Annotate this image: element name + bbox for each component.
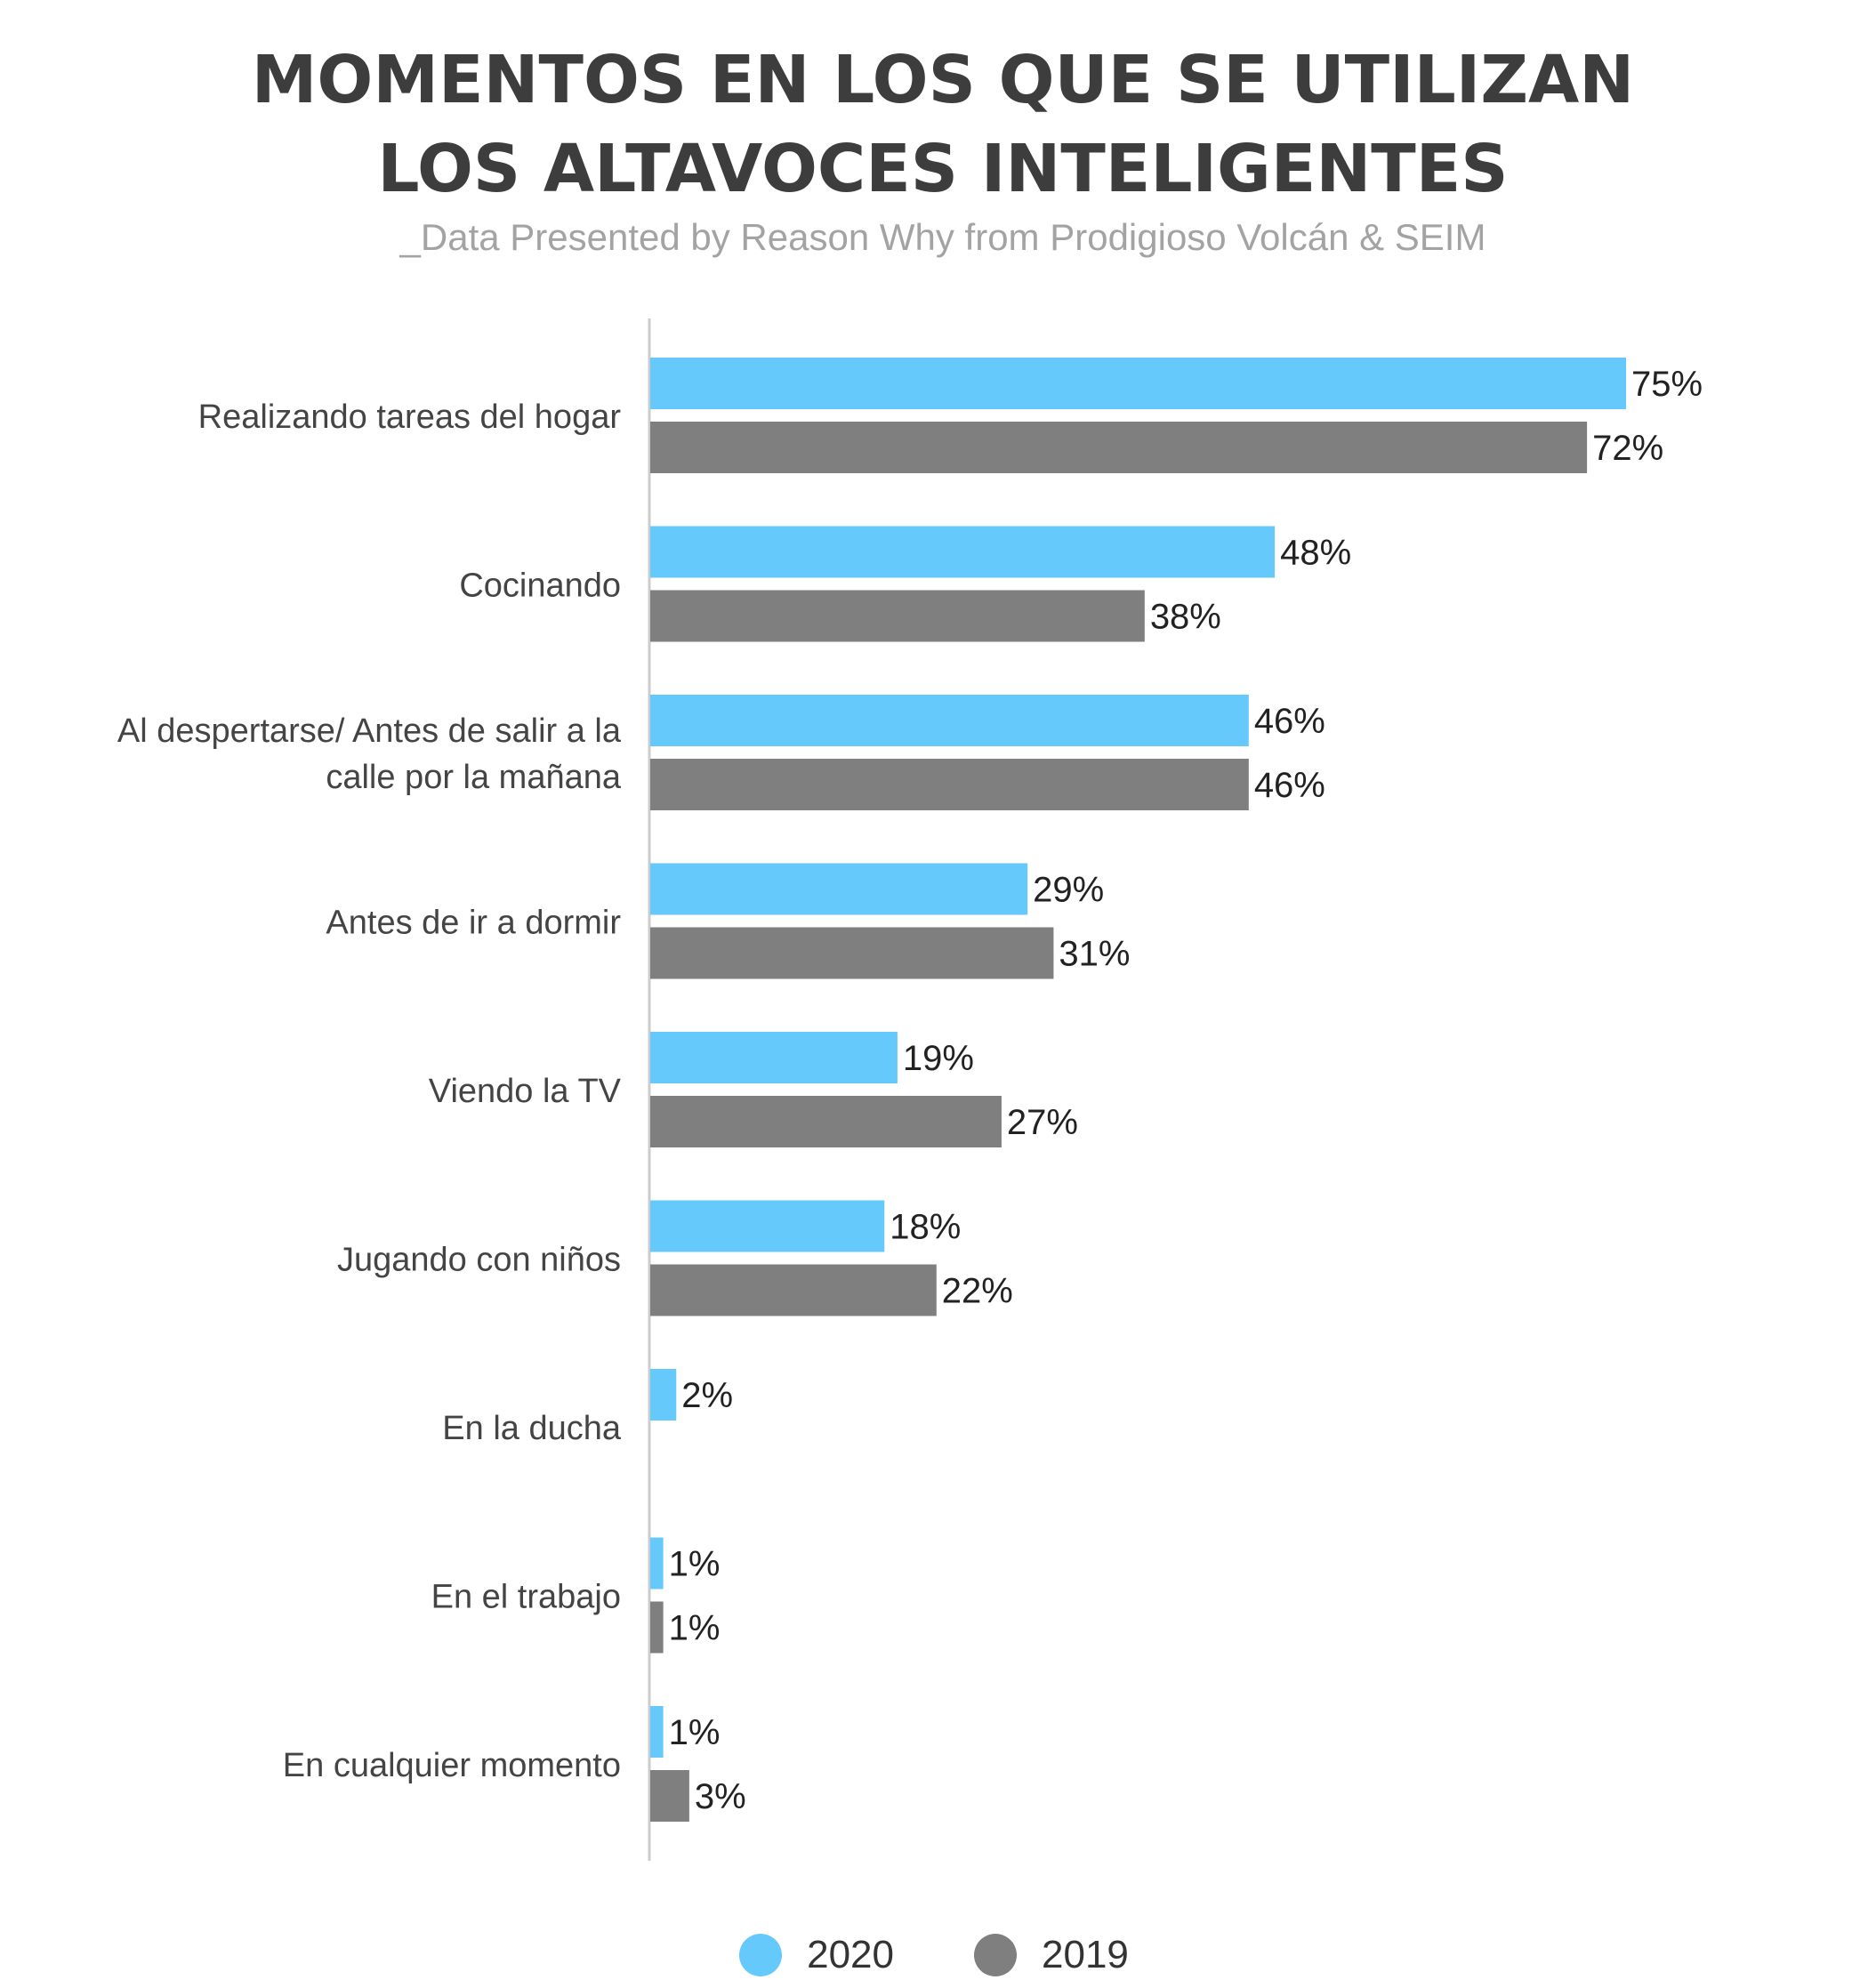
chart-title: MOMENTOS EN LOS QUE SE UTILIZAN LOS ALTA… bbox=[251, 42, 1635, 207]
legend-swatch-2020 bbox=[739, 1934, 783, 1976]
bar-2020 bbox=[650, 358, 1626, 409]
value-label-2020: 29% bbox=[1033, 871, 1104, 910]
value-label-2020: 46% bbox=[1254, 702, 1325, 741]
value-label-2019: 38% bbox=[1150, 598, 1221, 637]
bar-2020 bbox=[650, 526, 1276, 578]
chart-subtitle: _Data Presented by Reason Why from Prodi… bbox=[399, 216, 1486, 258]
value-label-2020: 48% bbox=[1280, 534, 1351, 573]
value-label-2020: 75% bbox=[1631, 365, 1703, 404]
category-label: Viendo la TV bbox=[429, 1073, 622, 1110]
value-label-2019: 1% bbox=[669, 1609, 721, 1648]
bar-2020 bbox=[650, 1537, 664, 1590]
value-label-2020: 2% bbox=[681, 1376, 733, 1415]
category-label: En la ducha bbox=[442, 1410, 622, 1447]
value-label-2020: 1% bbox=[669, 1713, 721, 1752]
category-label: Antes de ir a dormir bbox=[326, 905, 621, 942]
legend-label-2019: 2019 bbox=[1042, 1933, 1129, 1976]
bar-2020 bbox=[650, 695, 1249, 746]
bar-2020 bbox=[650, 863, 1028, 915]
value-label-2019: 72% bbox=[1592, 429, 1663, 468]
bar-2019 bbox=[650, 759, 1249, 810]
value-label-2019: 22% bbox=[942, 1272, 1013, 1311]
legend-label-2020: 2020 bbox=[807, 1933, 894, 1976]
legend-item-2020: 2020 bbox=[739, 1933, 894, 1977]
value-label-2020: 19% bbox=[903, 1039, 974, 1078]
category-label: En cualquier momento bbox=[283, 1747, 621, 1784]
bar-2020 bbox=[650, 1706, 664, 1758]
bar-2020 bbox=[650, 1369, 677, 1421]
category-label: Al despertarse/ Antes de salir a la bbox=[117, 712, 622, 750]
bar-2020 bbox=[650, 1032, 898, 1083]
value-label-2019: 3% bbox=[695, 1777, 746, 1816]
category-label: calle por la mañana bbox=[326, 759, 622, 796]
bar-2019 bbox=[650, 1601, 664, 1654]
category-label: Cocinando bbox=[459, 567, 621, 605]
legend: 2020 2019 bbox=[0, 1924, 1868, 1986]
category-label: Jugando con niños bbox=[337, 1242, 621, 1279]
bar-2019 bbox=[650, 422, 1588, 473]
value-label-2019: 31% bbox=[1059, 935, 1130, 974]
value-label-2020: 18% bbox=[890, 1208, 961, 1247]
bar-2019 bbox=[650, 1264, 937, 1316]
legend-swatch-2019 bbox=[974, 1934, 1017, 1976]
value-label-2019: 46% bbox=[1254, 766, 1325, 805]
bar-2019 bbox=[650, 927, 1054, 979]
value-label-2020: 1% bbox=[669, 1545, 721, 1584]
bar-2019 bbox=[650, 1770, 689, 1822]
category-label: Realizando tareas del hogar bbox=[198, 398, 622, 436]
bar-2019 bbox=[650, 590, 1145, 642]
category-label: En el trabajo bbox=[431, 1579, 621, 1616]
bar-2019 bbox=[650, 1096, 1002, 1147]
bar-2020 bbox=[650, 1200, 885, 1252]
legend-item-2019: 2019 bbox=[974, 1933, 1129, 1977]
value-label-2019: 27% bbox=[1007, 1103, 1078, 1142]
